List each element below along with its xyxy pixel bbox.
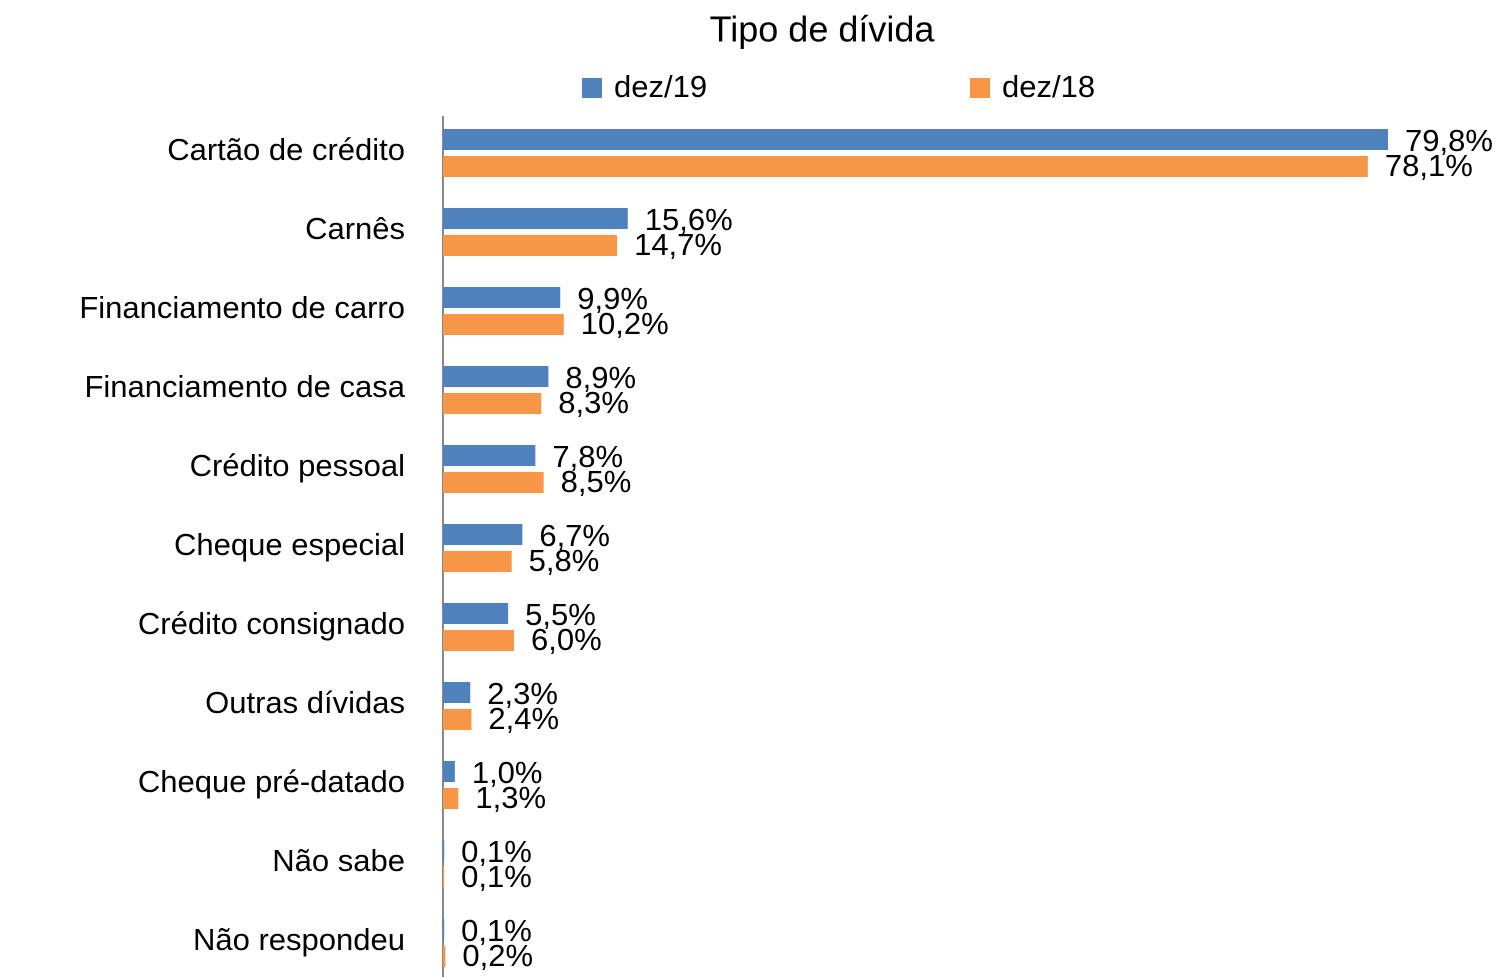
- value-label: 7,8%: [552, 439, 623, 474]
- bar: [443, 366, 549, 387]
- value-label: 2,4%: [488, 701, 559, 736]
- value-label: 15,6%: [645, 202, 733, 237]
- value-label: 6,0%: [531, 622, 602, 657]
- value-label: 8,9%: [565, 360, 636, 395]
- bar: [443, 156, 1368, 177]
- bar: [443, 208, 628, 229]
- bar: [443, 603, 509, 624]
- bar: [443, 472, 544, 493]
- legend-label: dez/19: [614, 69, 707, 104]
- bar: [443, 314, 564, 335]
- value-label: 1,0%: [472, 755, 543, 790]
- value-label: 0,2%: [462, 938, 533, 973]
- bar: [443, 630, 515, 651]
- bar: [443, 524, 523, 545]
- legend-swatch: [582, 78, 602, 98]
- category-label: Cartão de crédito: [167, 132, 405, 167]
- bar: [443, 682, 471, 703]
- category-label: Crédito pessoal: [190, 448, 405, 483]
- legend-label: dez/18: [1002, 69, 1095, 104]
- value-label: 78,1%: [1385, 148, 1473, 183]
- bar: [443, 946, 446, 967]
- category-label: Financiamento de carro: [79, 290, 405, 325]
- value-label: 2,3%: [487, 676, 558, 711]
- category-label: Carnês: [305, 211, 405, 246]
- value-label: 0,1%: [461, 834, 532, 869]
- value-label: 9,9%: [577, 281, 648, 316]
- bar: [443, 287, 561, 308]
- category-label: Outras dívidas: [205, 685, 405, 720]
- value-label: 0,1%: [461, 913, 532, 948]
- value-label: 6,7%: [539, 518, 610, 553]
- bar: [443, 393, 542, 414]
- category-label: Crédito consignado: [138, 606, 405, 641]
- bar: [443, 840, 445, 861]
- category-label: Não respondeu: [193, 922, 405, 957]
- bar: [443, 788, 459, 809]
- category-label: Cheque especial: [174, 527, 405, 562]
- category-label: Cheque pré-datado: [138, 764, 405, 799]
- value-label: 79,8%: [1405, 123, 1493, 158]
- value-label: 8,5%: [561, 464, 632, 499]
- value-label: 10,2%: [581, 306, 669, 341]
- value-label: 5,8%: [529, 543, 600, 578]
- category-label: Financiamento de casa: [84, 369, 405, 404]
- category-label: Não sabe: [272, 843, 405, 878]
- bar: [443, 235, 618, 256]
- value-label: 14,7%: [634, 227, 722, 262]
- bar: [443, 709, 472, 730]
- value-label: 5,5%: [525, 597, 596, 632]
- chart-title: Tipo de dívida: [710, 9, 936, 50]
- value-label: 1,3%: [475, 780, 546, 815]
- bar: [443, 867, 445, 888]
- value-label: 0,1%: [461, 859, 532, 894]
- bar: [443, 129, 1388, 150]
- legend-swatch: [970, 78, 990, 98]
- bar: [443, 761, 455, 782]
- bar: [443, 919, 445, 940]
- bar: [443, 551, 512, 572]
- value-label: 8,3%: [558, 385, 629, 420]
- bar: [443, 445, 536, 466]
